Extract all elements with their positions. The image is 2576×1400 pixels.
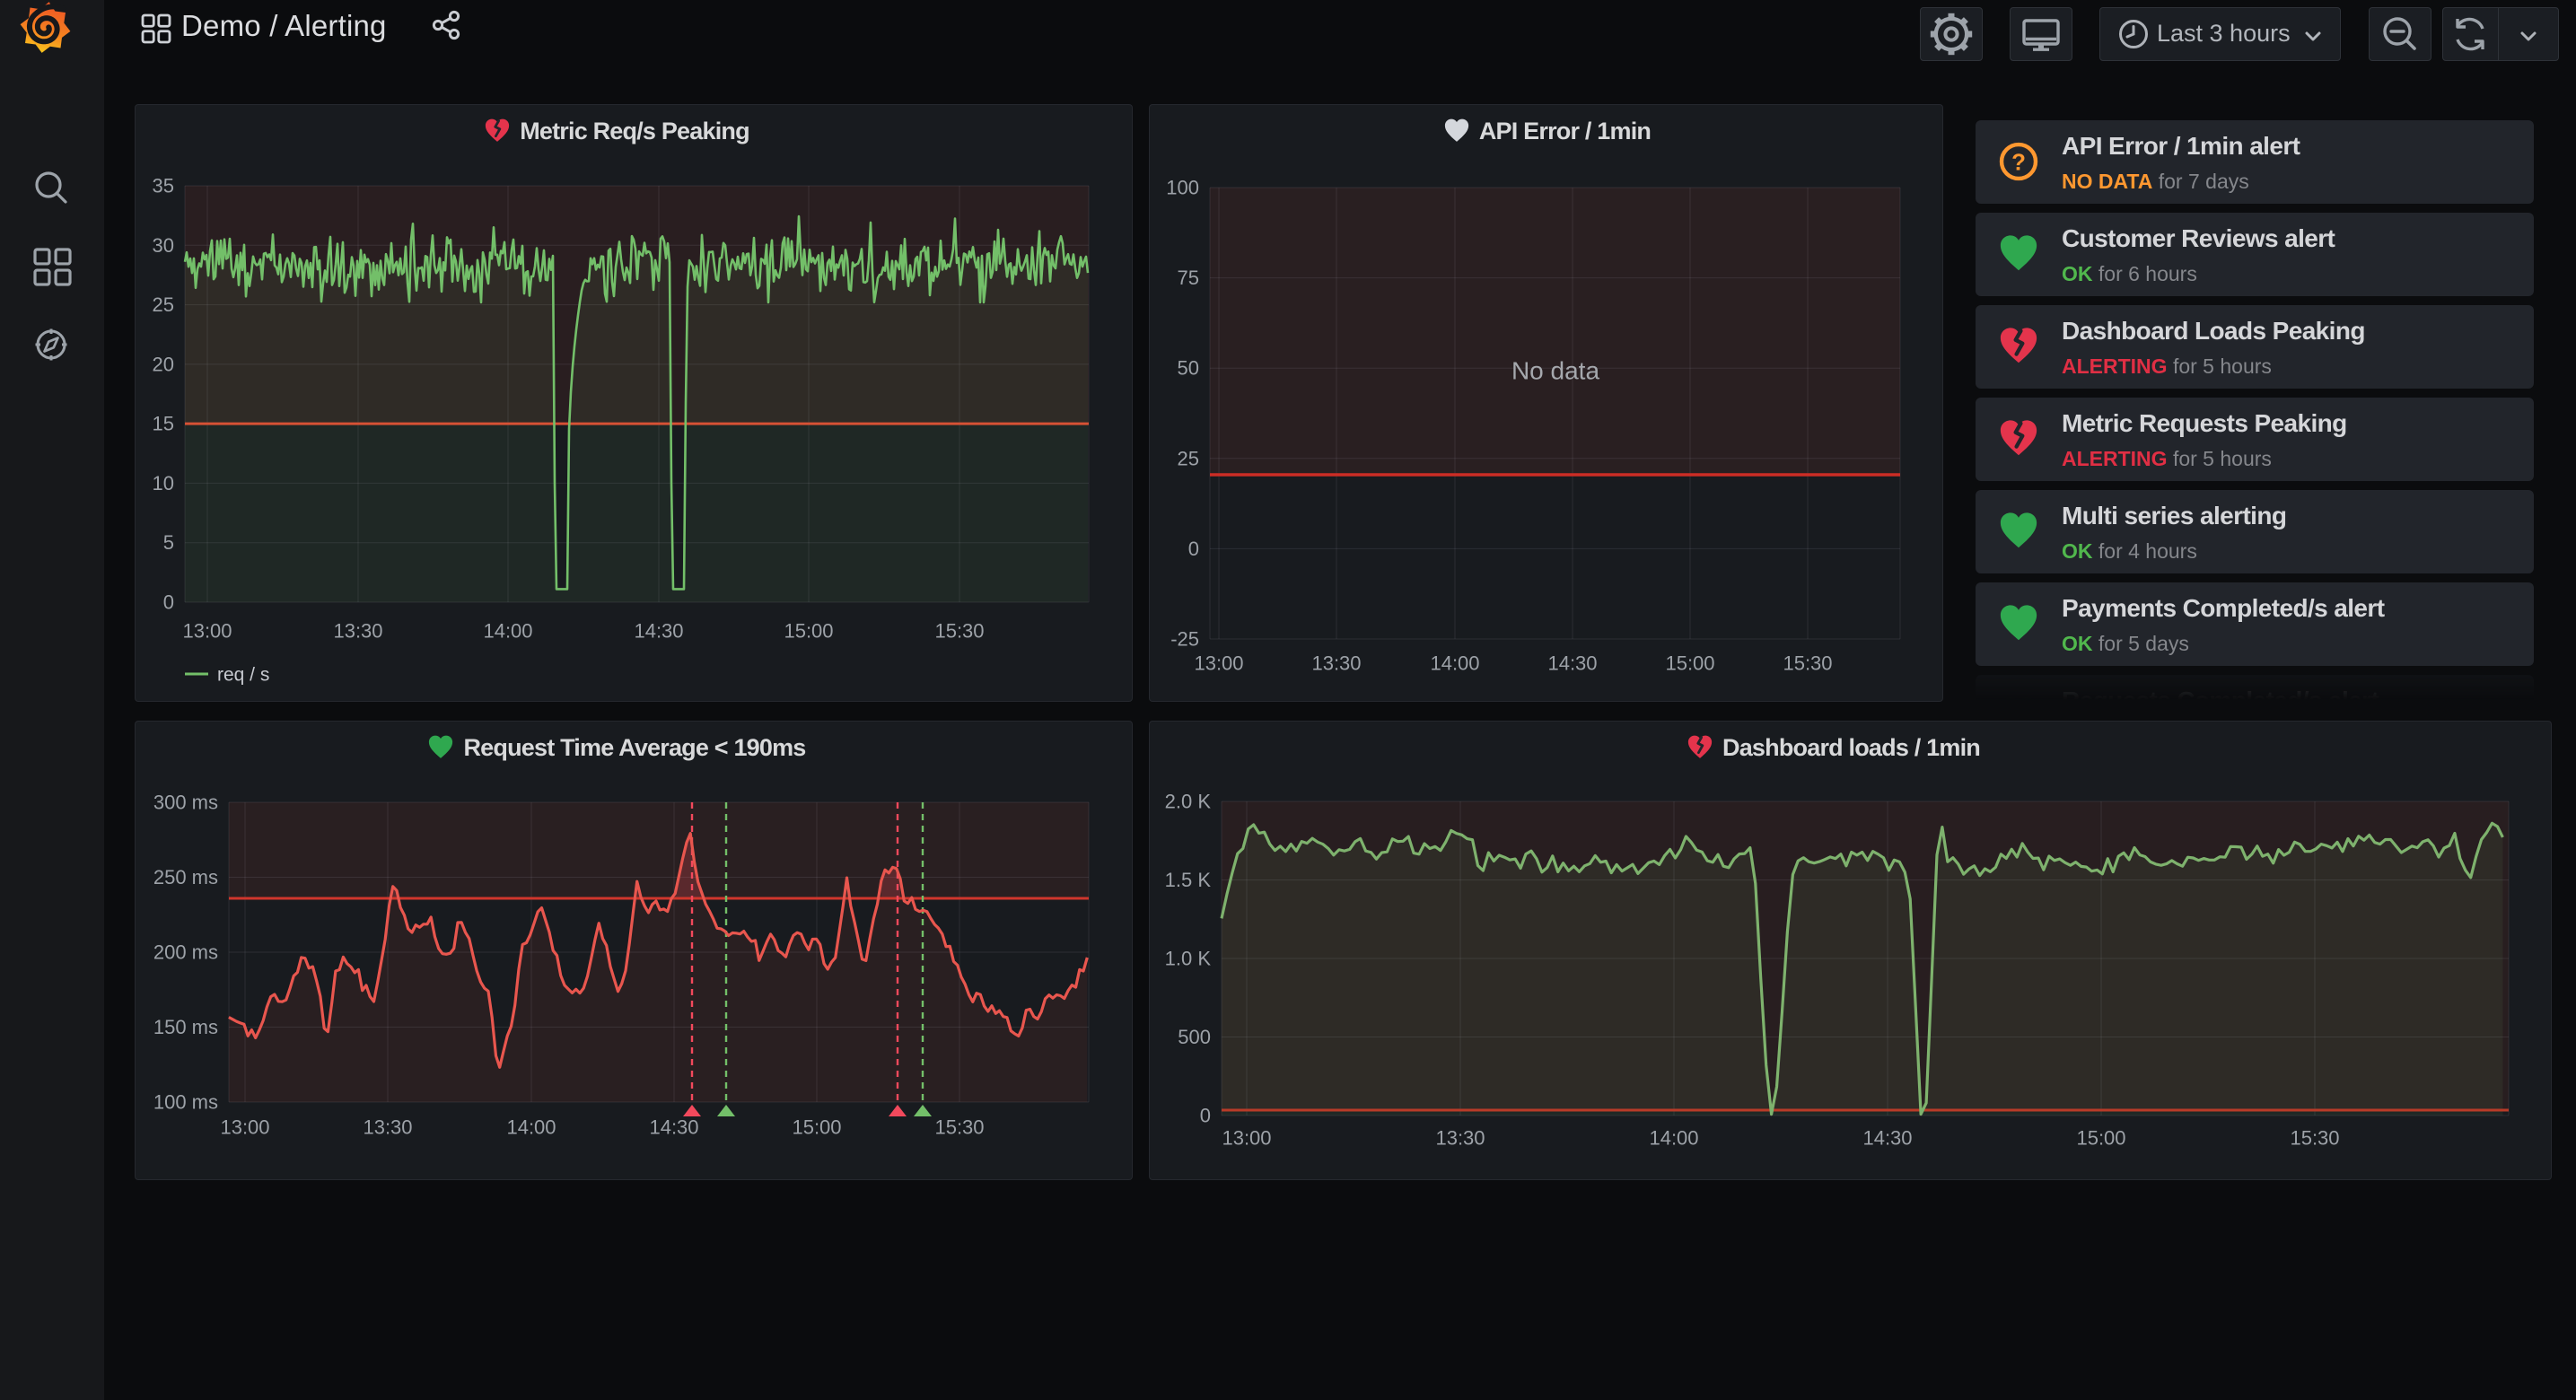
svg-text:No data: No data [1511,357,1599,385]
svg-text:2.0 K: 2.0 K [1165,791,1212,813]
svg-text:100: 100 [1166,177,1199,199]
svg-text:15:30: 15:30 [934,1116,984,1139]
svg-text:13:30: 13:30 [1435,1127,1485,1150]
svg-text:13:00: 13:00 [220,1116,269,1139]
svg-text:-25: -25 [1170,628,1199,651]
svg-text:50: 50 [1178,357,1199,380]
svg-text:0: 0 [1188,538,1199,560]
svg-text:25: 25 [153,293,174,316]
svg-text:15:00: 15:00 [792,1116,841,1139]
svg-text:14:30: 14:30 [1547,652,1597,675]
svg-text:1.5 K: 1.5 K [1165,869,1212,891]
svg-text:30: 30 [153,234,174,257]
svg-text:?: ? [2011,150,2026,175]
svg-text:250 ms: 250 ms [153,866,218,888]
svg-text:15:00: 15:00 [784,620,833,643]
svg-text:10: 10 [153,472,174,494]
svg-text:200 ms: 200 ms [153,941,218,964]
svg-text:15:00: 15:00 [2076,1127,2125,1150]
svg-text:14:00: 14:00 [1649,1127,1698,1150]
svg-text:req / s: req / s [217,665,269,686]
svg-text:14:30: 14:30 [1862,1127,1912,1150]
svg-text:14:30: 14:30 [634,620,683,643]
svg-text:15:30: 15:30 [934,620,984,643]
svg-text:35: 35 [153,175,174,197]
svg-text:25: 25 [1178,447,1199,469]
svg-text:500: 500 [1178,1026,1211,1048]
svg-text:15:00: 15:00 [1665,652,1714,675]
svg-text:14:00: 14:00 [1430,652,1479,675]
svg-text:13:00: 13:00 [182,620,232,643]
svg-text:300 ms: 300 ms [153,792,218,814]
svg-text:13:30: 13:30 [363,1116,412,1139]
svg-text:5: 5 [163,531,174,554]
svg-text:13:00: 13:00 [1194,652,1243,675]
svg-text:20: 20 [153,353,174,375]
svg-text:14:00: 14:00 [483,620,532,643]
svg-text:13:30: 13:30 [1311,652,1361,675]
svg-text:15:30: 15:30 [2290,1127,2339,1150]
svg-text:14:30: 14:30 [649,1116,698,1139]
svg-text:14:00: 14:00 [506,1116,556,1139]
svg-text:15: 15 [153,413,174,435]
svg-text:0: 0 [1200,1105,1211,1127]
svg-text:1.0 K: 1.0 K [1165,948,1212,970]
svg-text:100 ms: 100 ms [153,1091,218,1114]
svg-text:13:00: 13:00 [1222,1127,1271,1150]
svg-text:150 ms: 150 ms [153,1016,218,1038]
svg-text:0: 0 [163,591,174,614]
svg-text:15:30: 15:30 [1783,652,1832,675]
svg-text:75: 75 [1178,267,1199,289]
svg-text:13:30: 13:30 [333,620,382,643]
